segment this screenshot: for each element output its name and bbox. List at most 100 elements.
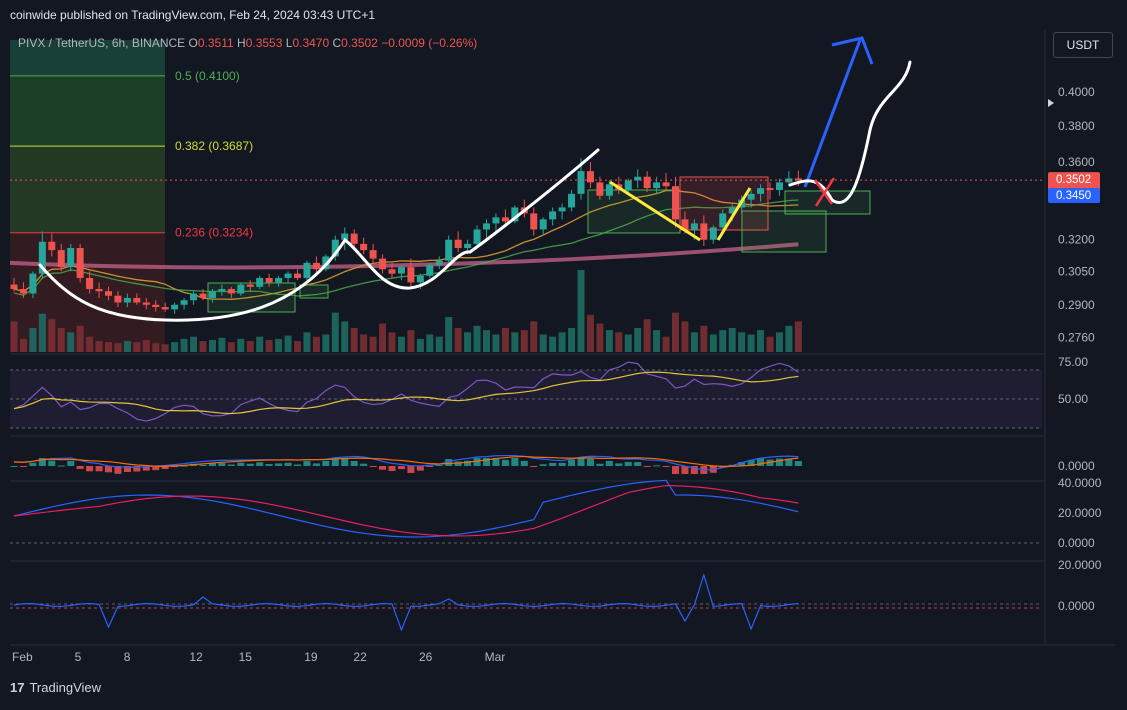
time-tick-label: 8 — [124, 650, 131, 664]
candle-body — [426, 264, 434, 276]
close-label: C — [332, 36, 342, 50]
volume-bar — [615, 332, 623, 352]
candle-body — [123, 297, 131, 303]
candle-body — [511, 207, 519, 222]
macd-hist-bar — [634, 462, 642, 466]
candle-body — [303, 262, 311, 278]
volume-bar — [709, 334, 717, 352]
volume-bar — [303, 332, 311, 352]
volume-bar — [360, 334, 368, 352]
macd-hist-bar — [341, 458, 349, 466]
volume-bar — [161, 344, 169, 352]
macd-hist-bar — [605, 460, 613, 466]
candle-body — [530, 213, 538, 230]
candle-body — [227, 289, 235, 294]
sma-200-line — [9, 242, 799, 270]
macd-hist-bar — [426, 466, 434, 467]
tradingview-brand[interactable]: 17 TradingView — [10, 680, 101, 695]
candle-body — [294, 273, 301, 278]
candle-body — [605, 184, 613, 196]
candle-body — [190, 293, 198, 301]
macd-hist-bar — [483, 458, 490, 466]
volume-bar — [388, 332, 396, 352]
candle-body — [549, 211, 557, 220]
candle-body — [331, 239, 339, 257]
macd-hist-bar — [331, 458, 339, 466]
candle-body — [407, 267, 415, 283]
volume-bar — [199, 341, 207, 352]
macd-hist-bar — [520, 460, 528, 466]
macd-hist-bar — [681, 466, 689, 474]
price-tick-label: 0.3600 — [1058, 155, 1095, 169]
candle-body — [48, 241, 56, 251]
candle-body — [681, 219, 689, 230]
price-tick-label: 0.3800 — [1058, 119, 1095, 133]
macd-hist-bar — [530, 466, 538, 467]
candle-body — [539, 219, 547, 230]
volume-bar — [57, 327, 65, 352]
candle-body — [133, 297, 141, 303]
price-label-value: 0.3450 — [1056, 190, 1091, 202]
macd-hist-bar — [152, 466, 160, 471]
time-tick-label: 22 — [353, 650, 367, 664]
macd-hist-bar — [171, 466, 179, 468]
macd-hist-bar — [738, 462, 746, 466]
volume-bar — [435, 336, 443, 352]
macd-hist-bar — [123, 466, 131, 472]
macd-hist-bar — [57, 465, 65, 467]
candle-body — [105, 291, 112, 296]
candle-body — [152, 304, 160, 308]
candle-body — [379, 258, 387, 270]
macd-hist-bar — [407, 466, 415, 473]
volume-bar — [10, 321, 18, 352]
candle-body — [142, 302, 150, 305]
macd-hist-bar — [690, 466, 698, 474]
volume-bar — [634, 327, 642, 352]
candle-body — [445, 239, 453, 261]
price-tick-label: 0.2760 — [1058, 330, 1095, 344]
candle-body — [435, 260, 443, 265]
low-value: 0.3470 — [292, 36, 330, 50]
volume-bar — [341, 321, 349, 352]
candle-body — [208, 291, 216, 298]
ema-mid-line — [13, 189, 799, 300]
volume-bar — [208, 339, 216, 352]
macd-hist-bar — [48, 460, 56, 466]
candle-body — [76, 248, 84, 278]
volume-bar — [105, 342, 112, 352]
volume-bar — [473, 325, 481, 352]
dmi-tick-label: 20.0000 — [1058, 506, 1102, 520]
macd-hist-bar — [473, 458, 481, 466]
volume-bar — [114, 343, 122, 352]
volume-bar — [653, 330, 661, 352]
macd-hist-bar — [549, 462, 557, 466]
candle-body — [180, 300, 188, 305]
volume-bar — [123, 341, 131, 352]
volume-bar — [501, 327, 509, 352]
candle-body — [794, 178, 802, 181]
macd-hist-bar — [757, 458, 765, 466]
osc-tick-label: 0.0000 — [1058, 599, 1095, 613]
volume-bar — [237, 338, 245, 352]
candle-body — [199, 293, 207, 298]
macd-hist-bar — [558, 462, 566, 466]
macd-hist-bar — [180, 465, 188, 467]
candle-body — [492, 217, 500, 224]
volume-bar — [549, 336, 557, 352]
candle-body — [577, 171, 585, 194]
symbol-pair[interactable]: PIVX / TetherUS, 6h, BINANCE — [18, 36, 186, 50]
macd-hist-bar — [19, 466, 27, 467]
macd-hist-bar — [775, 458, 783, 466]
demand-zone-box — [741, 210, 827, 253]
volume-bar — [86, 336, 94, 352]
candle-body — [483, 223, 490, 230]
currency-button[interactable]: USDT — [1053, 32, 1113, 58]
volume-bar — [700, 325, 708, 352]
macd-hist-bar — [275, 463, 283, 466]
macd-hist-bar — [350, 460, 358, 466]
candle-body — [171, 304, 179, 310]
candle-body — [350, 233, 358, 244]
volume-bar — [568, 327, 576, 352]
volume-bar — [794, 321, 802, 352]
